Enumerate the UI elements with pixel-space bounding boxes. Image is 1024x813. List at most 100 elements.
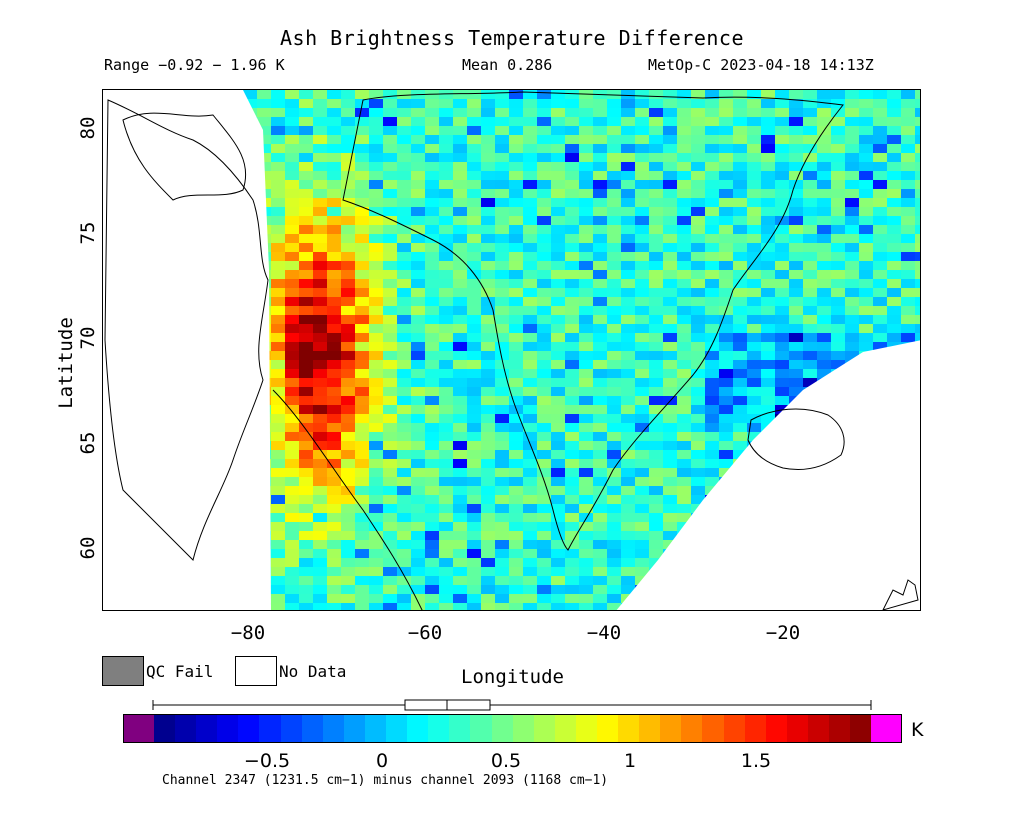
swath-cell [719,441,733,450]
swath-cell [355,396,369,405]
swath-cell [467,513,481,522]
swath-cell [775,189,789,198]
swath-cell [761,351,775,360]
swath-cell [271,513,285,522]
swath-cell [761,333,775,342]
swath-cell [495,585,509,594]
swath-cell [327,225,341,234]
swath-cell [313,585,327,594]
swath-cell [439,351,453,360]
swath-cell [523,243,537,252]
swath-cell [621,549,635,558]
swath-cell [719,378,733,387]
swath-cell [593,594,607,603]
swath-cell [523,414,537,423]
swath-cell [299,549,313,558]
swath-cell [831,189,845,198]
swath-cell [481,441,495,450]
swath-cell [887,207,901,216]
swath-cell [551,396,565,405]
swath-cell [537,189,551,198]
swath-cell [523,144,537,153]
swath-cell [551,234,565,243]
swath-cell [327,414,341,423]
swath-cell [411,225,425,234]
swath-cell [761,360,775,369]
swath-cell [495,198,509,207]
swath-cell [481,135,495,144]
swath-cell [425,522,439,531]
swath-cell [593,171,607,180]
swath-cell [439,90,453,99]
swath-cell [453,441,467,450]
swath-cell [509,432,523,441]
swath-cell [355,477,369,486]
swath-cell [565,117,579,126]
swath-cell [593,468,607,477]
swath-cell [285,549,299,558]
swath-cell [733,243,747,252]
swath-cell [271,459,285,468]
swath-cell [551,342,565,351]
swath-cell [747,252,761,261]
swath-cell [621,396,635,405]
swath-cell [593,297,607,306]
swath-cell [551,360,565,369]
swath-cell [453,468,467,477]
swath-cell [565,306,579,315]
swath-cell [761,117,775,126]
swath-cell [873,270,887,279]
swath-cell [691,360,705,369]
swath-cell [439,585,453,594]
swath-cell [719,189,733,198]
swath-cell [285,243,299,252]
swath-cell [467,576,481,585]
swath-cell [845,216,859,225]
swath-cell [369,585,383,594]
colorbar [123,714,902,743]
swath-cell [859,216,873,225]
swath-cell [327,441,341,450]
swath-cell [383,90,397,99]
swath-cell [397,90,411,99]
swath-cell [663,387,677,396]
swath-cell [663,432,677,441]
colorbar-step [702,715,724,742]
swath-cell [789,216,803,225]
swath-cell [355,495,369,504]
swath-cell [635,369,649,378]
swath-cell [453,387,467,396]
swath-cell [859,306,873,315]
swath-cell [313,549,327,558]
swath-cell [565,108,579,117]
swath-cell [313,189,327,198]
swath-cell [817,162,831,171]
swath-cell [733,333,747,342]
swath-cell [775,252,789,261]
swath-cell [495,144,509,153]
swath-cell [481,288,495,297]
swath-cell [481,531,495,540]
swath-cell [285,450,299,459]
swath-cell [271,351,285,360]
swath-cell [397,225,411,234]
swath-cell [565,450,579,459]
swath-cell [425,99,439,108]
swath-cell [915,126,920,135]
swath-cell [383,486,397,495]
swath-cell [425,432,439,441]
swath-cell [523,198,537,207]
swath-cell [537,369,551,378]
swath-cell [327,576,341,585]
swath-cell [579,414,593,423]
swath-cell [327,117,341,126]
swath-cell [523,189,537,198]
y-tick-75: 75 [77,221,99,245]
swath-cell [495,216,509,225]
swath-cell [607,585,621,594]
qc-fail-label: QC Fail [146,662,214,681]
swath-cell [705,297,719,306]
swath-cell [425,279,439,288]
swath-cell [481,261,495,270]
swath-cell [691,423,705,432]
